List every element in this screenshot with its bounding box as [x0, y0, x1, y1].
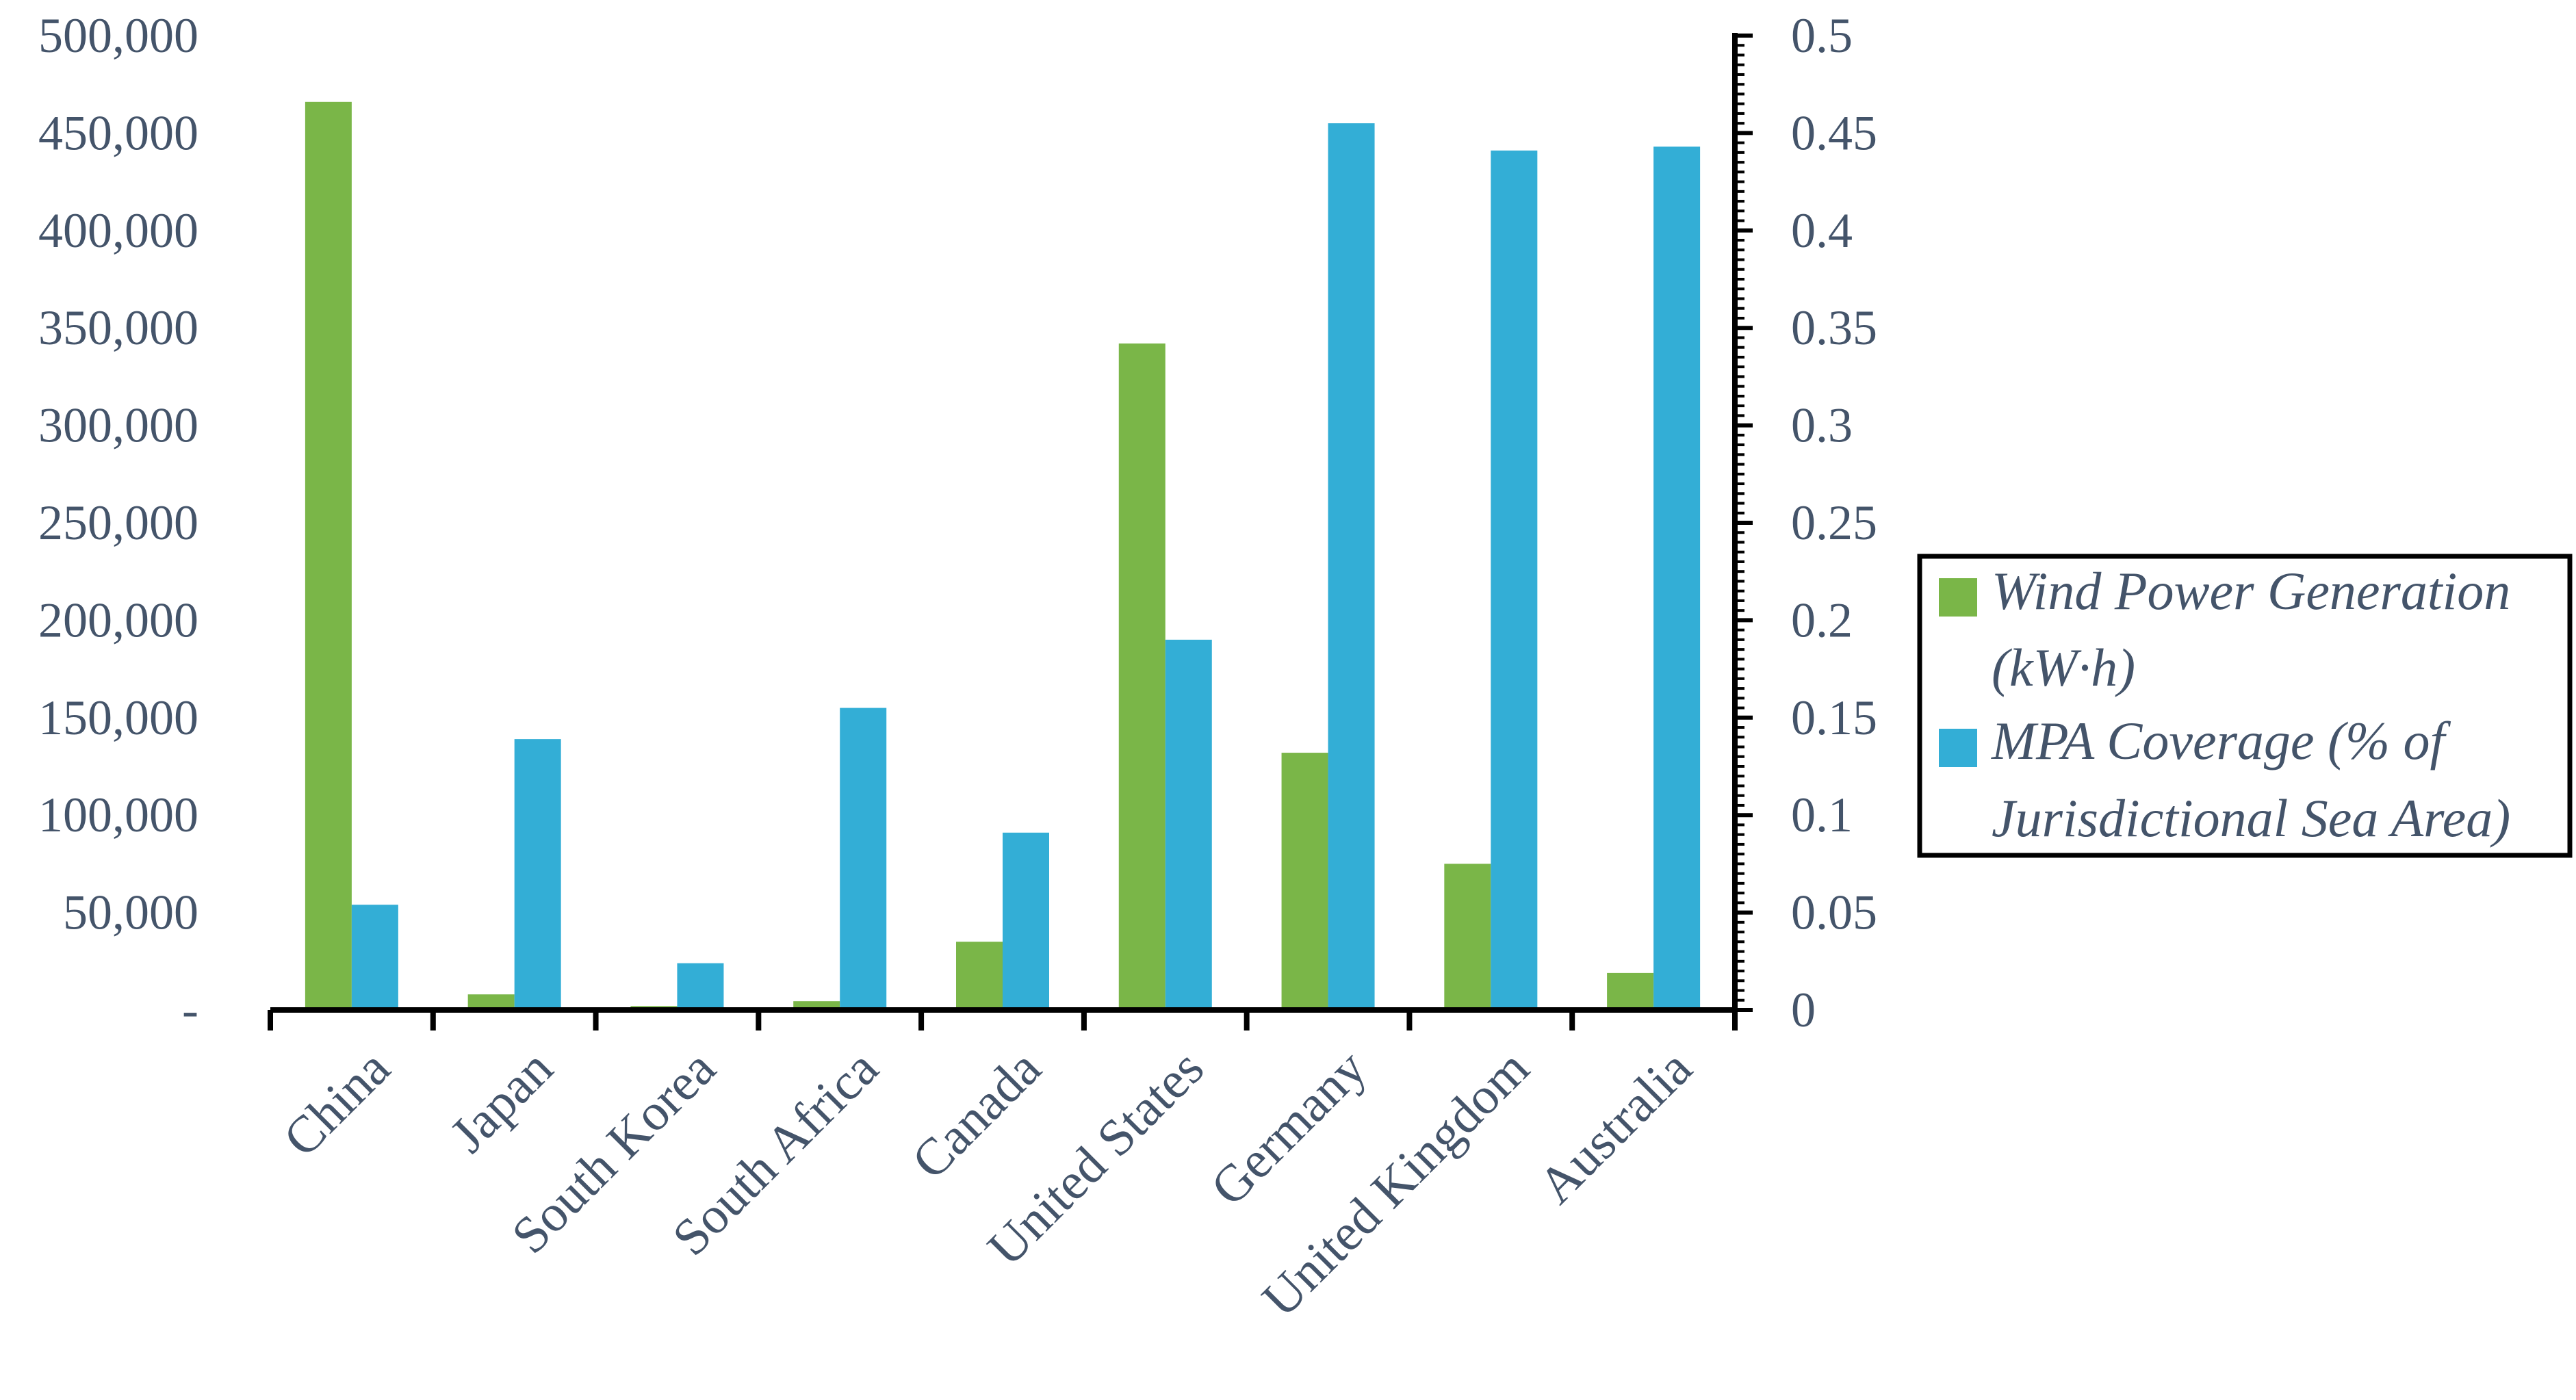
legend: Wind Power Generation (kW·h) MPA Coverage … [1917, 554, 2573, 858]
right-tick-label: 0.45 [1791, 105, 1877, 160]
wind-bar-canada [956, 942, 1003, 1010]
mpa-bar-japan [514, 739, 561, 1010]
left-axis-ticks: - 50,000 100,000 150,000 200,000 250,000 300,0… [38, 8, 198, 1037]
left-tick-label: - [182, 983, 198, 1037]
right-tick-label: 0.5 [1791, 8, 1853, 63]
right-tick-label: 0.05 [1791, 885, 1877, 940]
mpa-bar-germany [1328, 123, 1375, 1010]
wind-legend-swatch [1939, 578, 1977, 617]
right-tick-label: 0.25 [1791, 495, 1877, 550]
left-tick-label: 250,000 [38, 495, 198, 550]
left-tick-label: 150,000 [38, 690, 198, 745]
legend-box [1917, 554, 2573, 858]
left-tick-label: 50,000 [63, 885, 198, 940]
mpa-bar-china [351, 905, 398, 1010]
bar-series [305, 101, 1701, 1011]
mpa-bar-australia [1653, 146, 1701, 1011]
right-tick-label: 0.35 [1791, 300, 1877, 355]
wind-bar-australia [1607, 972, 1654, 1010]
wind-legend-label: (kW·h) [1992, 638, 2135, 697]
left-tick-label: 100,000 [38, 788, 198, 842]
mpa-bar-united-states [1165, 639, 1212, 1010]
right-tick-label: 0.15 [1791, 690, 1877, 745]
mpa-legend-label: Jurisdictional Sea Area) [1992, 788, 2510, 848]
axes [268, 33, 1753, 1030]
category-label: China [272, 1039, 401, 1168]
left-tick-label: 200,000 [38, 593, 198, 647]
right-tick-label: 0.1 [1791, 788, 1853, 842]
right-tick-label: 0 [1791, 983, 1816, 1037]
wind-bar-china [305, 101, 352, 1010]
wind-bar-japan [467, 994, 515, 1010]
mpa-legend-swatch [1939, 729, 1977, 767]
right-tick-label: 0.2 [1791, 593, 1853, 647]
wind-bar-germany [1281, 753, 1328, 1010]
mpa-bar-canada [1003, 832, 1049, 1010]
right-tick-label: 0.3 [1791, 398, 1853, 453]
right-axis-ticks: 0 0.05 0.1 0.15 0.2 0.25 0.3 0.35 0.4 0.45 0.5 [1791, 8, 1877, 1037]
mpa-legend-label: MPA Coverage (% of [1991, 711, 2451, 770]
category-label: Canada [901, 1039, 1052, 1191]
mpa-bar-united-kingdom [1491, 151, 1538, 1011]
wind-bar-united-kingdom [1444, 864, 1491, 1010]
wind-bar-united-states [1118, 343, 1165, 1010]
right-tick-label: 0.4 [1791, 203, 1853, 258]
left-tick-label: 350,000 [38, 300, 198, 355]
mpa-bar-south-korea [677, 963, 724, 1010]
category-label: Japan [439, 1039, 564, 1164]
mpa-bar-south-africa [840, 708, 887, 1010]
left-tick-label: 450,000 [38, 105, 198, 160]
left-tick-label: 400,000 [38, 203, 198, 258]
category-label: Australia [1528, 1039, 1703, 1215]
left-tick-label: 500,000 [38, 8, 198, 63]
left-tick-label: 300,000 [38, 398, 198, 453]
wind-legend-label: Wind Power Generation [1992, 561, 2510, 621]
